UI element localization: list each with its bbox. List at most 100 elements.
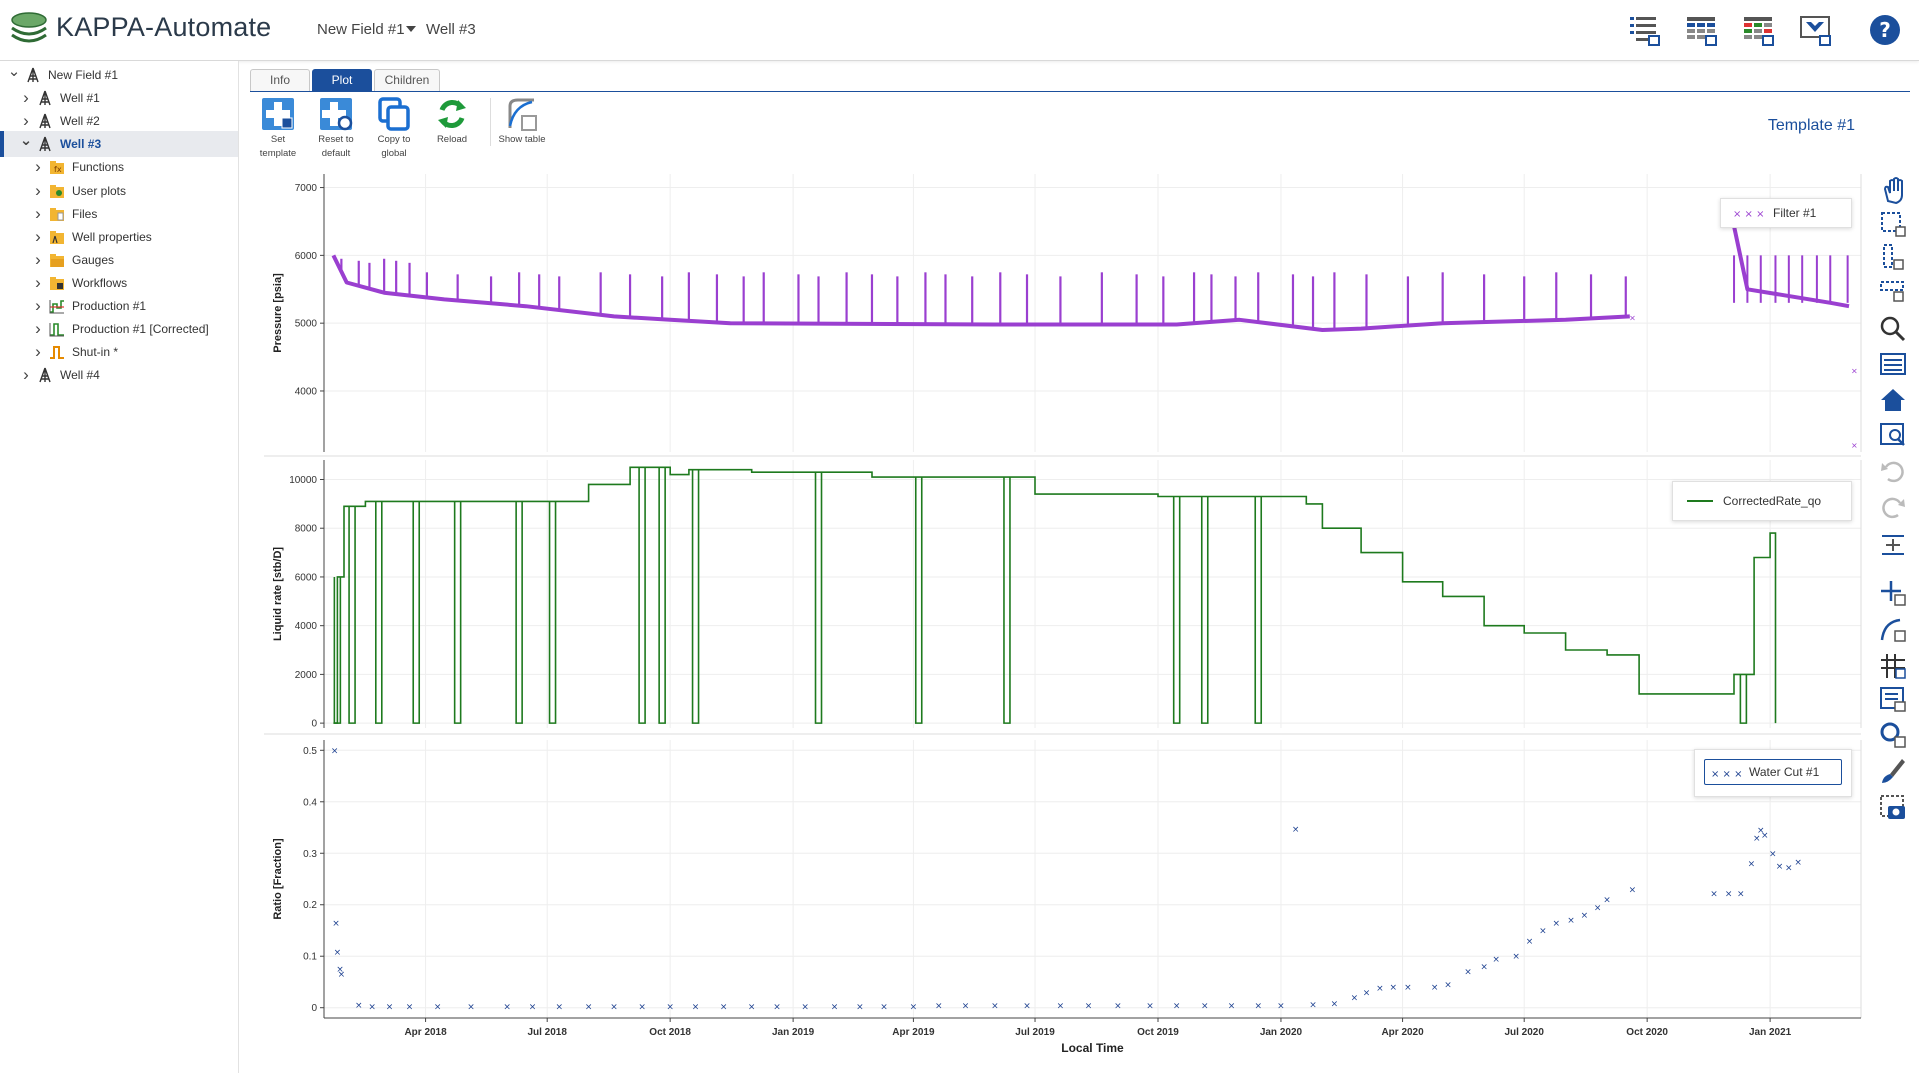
tree-item-new-field-1[interactable]: ⌄ New Field #1	[0, 62, 238, 88]
help-icon[interactable]: ?	[1867, 12, 1903, 48]
chevron-right-icon[interactable]: ›	[35, 157, 41, 177]
tree-item-label: Production #1 [Corrected]	[72, 322, 209, 337]
redo-icon[interactable]	[1878, 493, 1908, 523]
water-cut-point: ×	[355, 1001, 363, 1011]
dashboard-icon[interactable]	[1798, 12, 1834, 48]
tab-plot[interactable]: Plot	[312, 69, 372, 91]
water-cut-point: ×	[1794, 858, 1802, 868]
tree-item-workflows[interactable]: › Workflows	[0, 270, 238, 296]
x-tick-label: Jul 2018	[527, 1027, 567, 1038]
y-tick-label: 0.2	[303, 900, 317, 911]
y-tick-label: 5000	[295, 319, 318, 330]
rate-dropout	[1254, 496, 1263, 724]
chevron-down-icon[interactable]	[406, 26, 416, 32]
app-title: KAPPA-Automate	[56, 12, 272, 42]
rate-dropout	[1172, 496, 1181, 724]
tree-item-well-3[interactable]: ⌄ Well #3	[0, 131, 238, 158]
chevron-down-icon[interactable]: ⌄	[19, 132, 33, 150]
rate-step-line	[333, 466, 1777, 724]
zoom-fit-icon[interactable]	[1878, 420, 1908, 450]
tab-children[interactable]: Children	[374, 69, 440, 91]
chevron-right-icon[interactable]: ›	[23, 88, 29, 108]
marker-icon[interactable]	[1878, 720, 1908, 750]
rate-dropout	[691, 469, 700, 724]
navigation-tree: ⌄ New Field #1 › Well #1 › Well #2 ⌄ Well #3 › fx…	[0, 61, 239, 1073]
home-icon[interactable]	[1878, 385, 1908, 415]
water-cut-point: ×	[1567, 916, 1575, 926]
tree-item-well-properties[interactable]: › Well properties	[0, 224, 238, 250]
tab-children-label: Children	[384, 73, 430, 87]
chevron-right-icon[interactable]: ›	[35, 319, 41, 339]
add-point-icon[interactable]	[1878, 578, 1908, 608]
chevron-down-icon[interactable]: ⌄	[7, 63, 21, 80]
tree-item-user-plots[interactable]: › User plots	[0, 178, 238, 204]
legend-ratio[interactable]: × × × Water Cut #1	[1694, 749, 1852, 797]
list-view-icon[interactable]	[1627, 12, 1663, 48]
water-cut-point: ×	[386, 1003, 394, 1013]
curve-icon[interactable]	[1878, 614, 1908, 644]
copy-global-label-1: Copy to	[377, 134, 411, 145]
set-template-button[interactable]: Set template	[248, 96, 308, 160]
chevron-right-icon[interactable]: ›	[35, 342, 41, 362]
rig-icon	[39, 137, 51, 152]
tree-item-gauges[interactable]: › Gauges	[0, 247, 238, 273]
breadcrumb-field[interactable]: New Field #1	[317, 21, 405, 38]
select-icon[interactable]	[1878, 350, 1908, 380]
copy-to-global-button[interactable]: Copy to global	[364, 96, 424, 160]
tree-item-files[interactable]: › Files	[0, 201, 238, 227]
tree-item-label: User plots	[72, 183, 127, 198]
tree-item-well-1[interactable]: › Well #1	[0, 85, 238, 111]
files-folder-icon	[50, 207, 64, 221]
x-tick-label: Oct 2018	[649, 1027, 691, 1038]
rig-icon	[39, 368, 51, 383]
undo-icon[interactable]	[1878, 457, 1908, 487]
chevron-right-icon[interactable]: ›	[35, 272, 41, 292]
tab-info[interactable]: Info	[250, 69, 310, 91]
show-table-button[interactable]: Show table	[492, 96, 552, 146]
copy-icon	[378, 97, 410, 131]
tree-item-production-1[interactable]: › Production #1	[0, 293, 238, 319]
production-icon	[49, 300, 64, 314]
chevron-right-icon[interactable]: ›	[23, 365, 29, 385]
water-cut-point: ×	[1710, 889, 1718, 899]
chevron-right-icon[interactable]: ›	[35, 226, 41, 246]
chevron-right-icon[interactable]: ›	[35, 249, 41, 269]
zoom-icon[interactable]	[1878, 314, 1908, 344]
chevron-right-icon[interactable]: ›	[35, 296, 41, 315]
grid-view-icon[interactable]	[1684, 12, 1720, 48]
reset-to-default-button[interactable]: Reset to default	[306, 96, 366, 160]
water-cut-point: ×	[773, 1003, 781, 1013]
zoom-x-icon[interactable]	[1878, 276, 1908, 306]
tree-item-production-1-corrected[interactable]: › Production #1 [Corrected]	[0, 316, 238, 342]
table-view-icon[interactable]	[1741, 12, 1777, 48]
water-cut-point: ×	[1431, 983, 1439, 993]
reload-button[interactable]: Reload	[422, 96, 482, 146]
zoom-y-icon[interactable]	[1878, 242, 1908, 272]
tree-item-well-2[interactable]: › Well #2	[0, 108, 238, 134]
tree-item-well-4[interactable]: › Well #4	[0, 362, 238, 388]
brush-icon[interactable]	[1878, 756, 1908, 786]
legend-rate[interactable]: CorrectedRate_qo	[1672, 481, 1852, 521]
tree-item-shut-in[interactable]: › Shut-in *	[0, 339, 238, 365]
grid-icon[interactable]	[1878, 651, 1908, 681]
water-cut-point: ×	[1785, 864, 1793, 874]
shut-in-icon	[50, 346, 64, 360]
chevron-right-icon[interactable]: ›	[35, 180, 41, 200]
legend-icon[interactable]	[1878, 684, 1908, 714]
breadcrumb-well[interactable]: Well #3	[426, 21, 476, 38]
water-cut-point: ×	[1057, 1002, 1065, 1012]
water-cut-point: ×	[1761, 831, 1769, 841]
legend-pressure[interactable]: × × × Filter #1	[1720, 198, 1852, 228]
tree-item-label: Production #1	[72, 299, 147, 313]
panel-pressure: 4000 5000 6000 7000 Pressure [psia] × × ×	[272, 174, 1862, 452]
align-icon[interactable]	[1878, 530, 1908, 560]
chevron-right-icon[interactable]: ›	[23, 111, 29, 131]
tree-item-functions[interactable]: › fx Functions	[0, 154, 238, 180]
pan-icon[interactable]	[1878, 175, 1908, 205]
zoom-box-icon[interactable]	[1878, 209, 1908, 239]
legend-ratio-item[interactable]: × × × Water Cut #1	[1704, 759, 1842, 785]
snapshot-icon[interactable]	[1878, 793, 1908, 823]
chevron-right-icon[interactable]: ›	[35, 203, 41, 223]
water-cut-point: ×	[991, 1002, 999, 1012]
